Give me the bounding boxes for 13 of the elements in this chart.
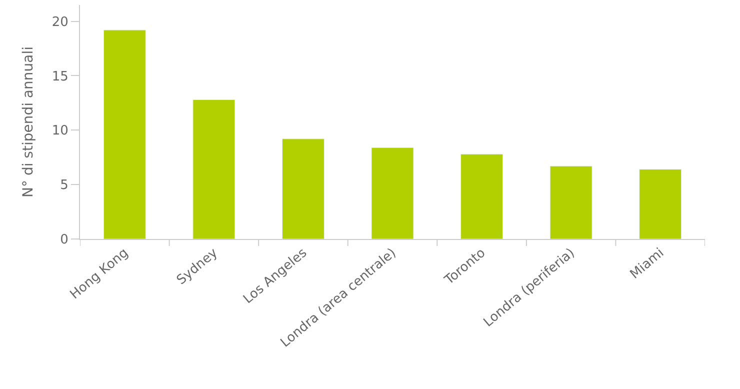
bar xyxy=(371,147,414,239)
bar xyxy=(103,30,146,239)
bar xyxy=(460,154,504,239)
bar xyxy=(550,166,592,239)
bar xyxy=(282,138,324,239)
y-axis-title: N° di stipendi annuali xyxy=(20,46,36,198)
y-tick-label: 5 xyxy=(60,178,68,194)
y-tick-label: 20 xyxy=(52,14,68,30)
y-tick-label: 10 xyxy=(52,124,68,139)
y-tick-label: 15 xyxy=(52,69,68,84)
y-tick-label: 0 xyxy=(60,232,68,248)
bar xyxy=(192,99,236,239)
bar xyxy=(639,169,682,239)
